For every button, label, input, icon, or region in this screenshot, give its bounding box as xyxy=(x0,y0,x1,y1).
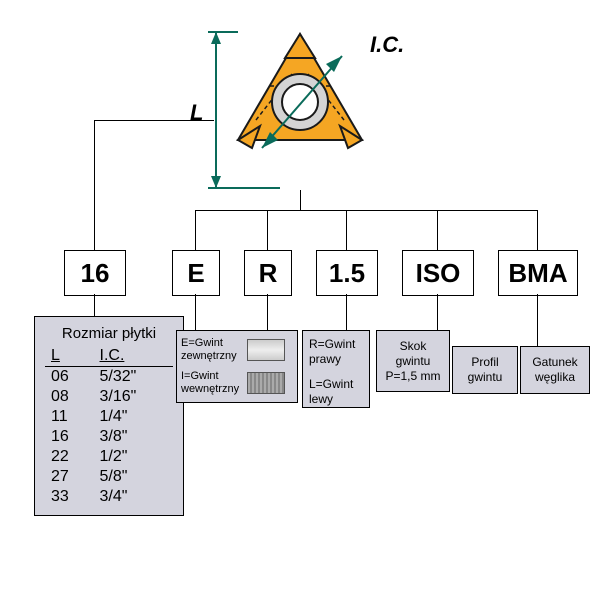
table-row: 083/16" xyxy=(45,387,173,407)
code-box-size: 16 xyxy=(64,250,126,296)
connector xyxy=(300,190,301,210)
connector xyxy=(267,294,268,330)
connector xyxy=(537,210,538,250)
size-table: Rozmiar płytki L I.C. 065/32" 083/16" 11… xyxy=(34,316,184,516)
table-row: 065/32" xyxy=(45,367,173,388)
connector xyxy=(267,210,268,250)
profile-l1: Profil xyxy=(471,355,498,370)
pitch-l3: P=1,5 mm xyxy=(385,369,440,384)
profile-l2: gwintu xyxy=(468,370,503,385)
code-box-ei: E xyxy=(172,250,220,296)
connector xyxy=(94,120,214,121)
grade-box: Gatunek węglika xyxy=(520,346,590,394)
pitch-box: Skok gwintu P=1,5 mm xyxy=(376,330,450,392)
rl-box: R=Gwint prawy L=Gwint lewy xyxy=(302,330,370,408)
connector xyxy=(346,294,347,330)
i-label: I=Gwint wewnętrzny xyxy=(181,370,243,395)
e-label: E=Gwint zewnętrzny xyxy=(181,337,243,362)
code-box-profile: ISO xyxy=(402,250,474,296)
connector xyxy=(94,294,95,316)
table-row: 333/4" xyxy=(45,487,173,507)
connector xyxy=(195,210,196,250)
connector xyxy=(195,210,537,211)
ei-box: E=Gwint zewnętrzny I=Gwint wewnętrzny xyxy=(176,330,298,403)
pitch-l2: gwintu xyxy=(396,354,431,369)
connector xyxy=(537,294,538,346)
pitch-l1: Skok xyxy=(400,339,427,354)
connector xyxy=(195,294,196,330)
size-table-title: Rozmiar płytki xyxy=(45,325,173,342)
connector xyxy=(437,210,438,250)
table-row: 111/4" xyxy=(45,407,173,427)
table-row: 221/2" xyxy=(45,447,173,467)
internal-thread-icon xyxy=(247,372,285,394)
profile-box: Profil gwintu xyxy=(452,346,518,394)
external-thread-icon xyxy=(247,339,285,361)
table-row: 163/8" xyxy=(45,427,173,447)
dim-label-ic: I.C. xyxy=(370,32,404,58)
connector xyxy=(94,120,95,250)
size-table-col-ic: I.C. xyxy=(94,346,174,367)
table-row: 275/8" xyxy=(45,467,173,487)
dim-label-l: L xyxy=(190,100,203,126)
size-table-col-l: L xyxy=(45,346,94,367)
code-box-pitch: 1.5 xyxy=(316,250,378,296)
code-box-rl: R xyxy=(244,250,292,296)
l-label: L=Gwint lewy xyxy=(309,377,363,407)
r-label: R=Gwint prawy xyxy=(309,337,363,367)
grade-l2: węglika xyxy=(535,370,575,385)
grade-l1: Gatunek xyxy=(532,355,577,370)
connector xyxy=(346,210,347,250)
code-box-grade: BMA xyxy=(498,250,578,296)
